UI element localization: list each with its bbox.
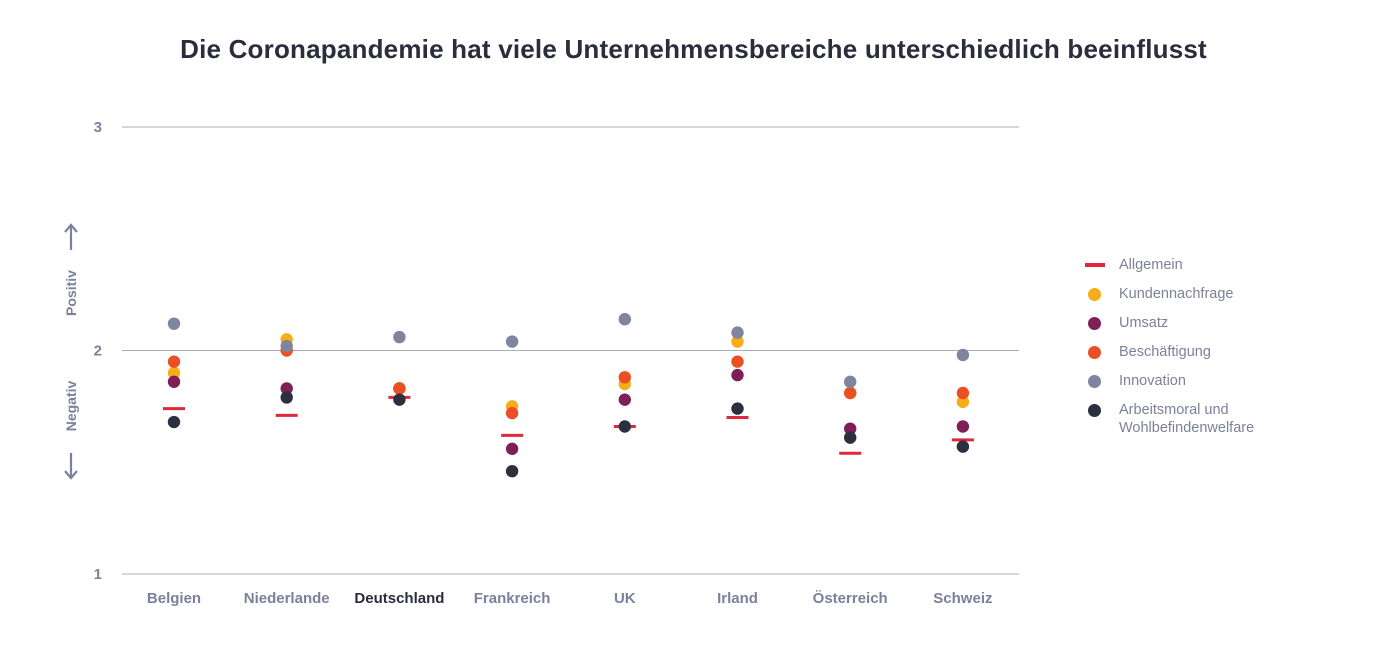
y-tick-label: 2: [94, 343, 102, 360]
y-tick-label: 3: [94, 119, 102, 136]
data-point-series-2: [280, 382, 293, 395]
positive-label: Positiv: [63, 270, 79, 316]
x-category-label: Irland: [717, 590, 758, 607]
data-point-series-4: [167, 317, 181, 330]
data-point-series-4: [280, 339, 293, 353]
legend-item: Arbeitsmoral und Wohlbefindenwelfare: [1084, 401, 1374, 437]
data-point-series-4: [618, 313, 631, 326]
data-point-series-4: [505, 335, 519, 348]
data-point-series-4: [393, 330, 406, 344]
y-tick-label: 1: [94, 566, 102, 583]
data-point-series-1: [167, 366, 181, 380]
positive-axis-indicator: Positiv: [63, 223, 79, 316]
data-point-series-3: [167, 355, 181, 368]
data-point-series-3: [844, 386, 857, 400]
legend-dot-icon: [1084, 401, 1106, 419]
x-category-label: Niederlande: [244, 590, 330, 607]
x-category-label: UK: [614, 590, 636, 607]
negative-axis-indicator: Negativ: [63, 381, 79, 480]
gridlines: [122, 126, 1019, 575]
data-point-series-5: [280, 391, 293, 404]
legend-dot-icon: [1084, 314, 1106, 332]
x-category-labels: Belgien Niederlande Deutschland Frankreich U…: [147, 590, 993, 607]
data-point-series-3: [731, 355, 744, 368]
legend-dot-icon: [1084, 285, 1106, 303]
data-point-series-2: [731, 368, 744, 382]
data-point-series-2: [505, 442, 519, 456]
data-point-series-2: [618, 393, 631, 406]
legend-item: Innovation: [1084, 372, 1374, 390]
legend: Allgemein Kundennachfrage Umsatz Beschäftig…: [1084, 256, 1374, 448]
data-point-series-5: [956, 440, 970, 453]
negative-label: Negativ: [63, 381, 79, 432]
data-point-series-4: [844, 375, 857, 388]
chart-title: Die Coronapandemie hat viele Unternehmen…: [180, 34, 1207, 64]
legend-item: Beschäftigung: [1084, 343, 1374, 361]
legend-label: Arbeitsmoral und Wohlbefindenwelfare: [1119, 402, 1255, 436]
data-point-series-4: [956, 348, 970, 362]
x-category-label: Schweiz: [933, 590, 992, 607]
data-marks: [163, 313, 974, 478]
data-point-series-5: [167, 415, 181, 429]
data-point-series-2: [167, 375, 181, 388]
legend-label: Kundennachfrage: [1119, 286, 1234, 302]
data-point-series-5: [393, 393, 406, 406]
legend-item: Allgemein: [1084, 256, 1374, 274]
data-point-series-5: [844, 431, 857, 444]
legend-label: Umsatz: [1119, 315, 1169, 331]
x-category-label: Frankreich: [474, 590, 551, 607]
legend-label: Beschäftigung: [1119, 344, 1211, 360]
data-point-series-1: [731, 335, 744, 348]
data-point-series-2: [956, 420, 970, 433]
legend-dash-icon: [1084, 256, 1106, 274]
data-point-series-3: [956, 386, 970, 400]
legend-dot-icon: [1084, 372, 1106, 390]
x-category-label: Österreich: [813, 590, 888, 607]
legend-item: Umsatz: [1084, 314, 1374, 332]
x-category-label: Belgien: [147, 590, 201, 607]
data-point-series-1: [956, 395, 970, 409]
data-point-series-5: [731, 402, 744, 415]
legend-item: Kundennachfrage: [1084, 285, 1374, 303]
data-point-series-3: [393, 382, 406, 395]
legend-label: Innovation: [1119, 373, 1186, 389]
data-point-series-3: [618, 371, 631, 384]
data-point-series-3: [505, 406, 519, 420]
data-point-series-5: [618, 420, 631, 433]
legend-label: Allgemein: [1119, 257, 1183, 273]
data-point-series-4: [731, 326, 744, 339]
legend-dot-icon: [1084, 343, 1106, 361]
y-tick-labels: 1 2 3: [94, 119, 102, 583]
x-category-label: Deutschland: [354, 590, 444, 607]
data-point-series-5: [505, 464, 519, 478]
data-point-series-2: [844, 422, 857, 435]
